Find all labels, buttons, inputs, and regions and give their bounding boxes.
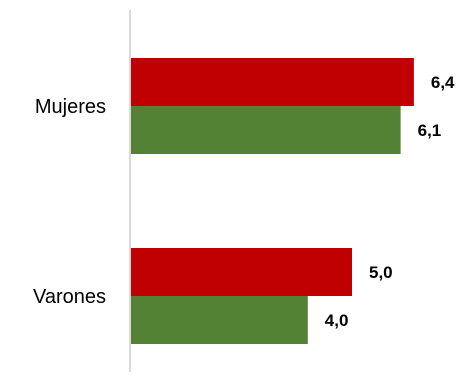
data-label-varones-1: 5,0 (369, 263, 393, 282)
category-label-varones: Varones (33, 286, 106, 308)
data-label-varones-2: 4,0 (325, 311, 349, 330)
bar-mujeres-1 (131, 58, 414, 106)
bar-varones-2 (131, 296, 308, 344)
labels-group: 6,4 6,1 Mujeres 5,0 4,0 Varones (33, 73, 455, 330)
bar-varones-1 (131, 248, 352, 296)
data-label-mujeres-1: 6,4 (431, 73, 455, 92)
bars-group (131, 58, 414, 344)
category-label-mujeres: Mujeres (35, 96, 106, 118)
bar-mujeres-2 (131, 106, 401, 154)
data-label-mujeres-2: 6,1 (418, 121, 442, 140)
